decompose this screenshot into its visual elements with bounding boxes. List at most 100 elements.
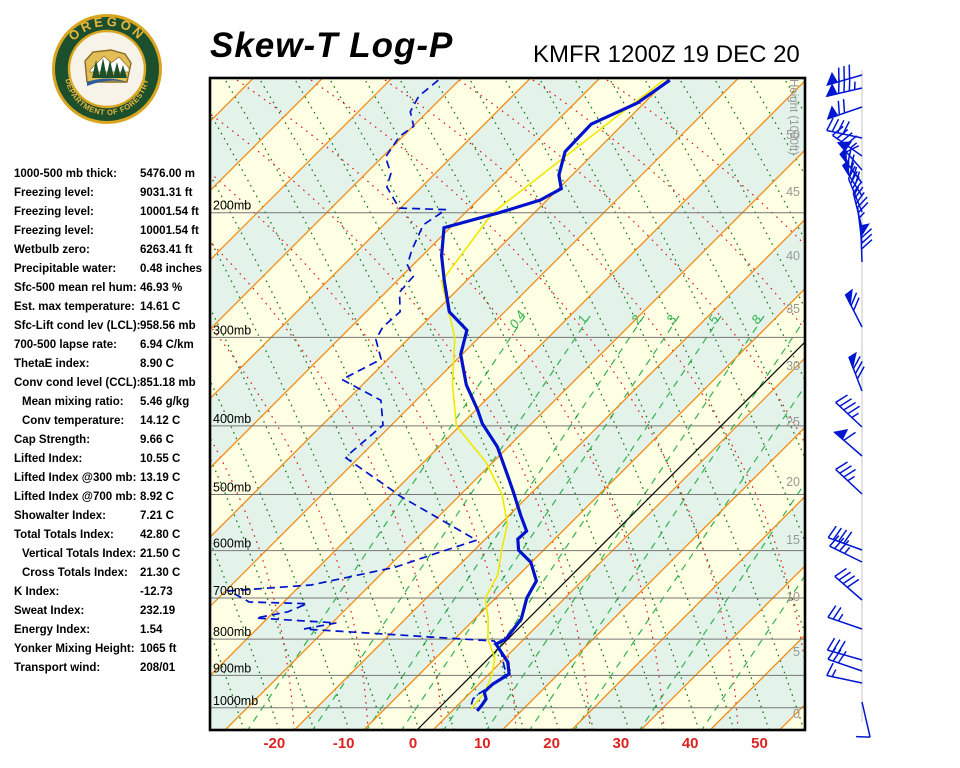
index-label: Conv temperature: <box>22 415 125 427</box>
index-row: ThetaE index: 8.90 C <box>14 358 214 377</box>
index-value: 9031.31 ft <box>140 187 193 199</box>
wind-barb <box>856 701 871 738</box>
mixing-ratio-line <box>443 315 722 730</box>
index-label: Vertical Totals Index: <box>22 548 137 560</box>
pressure-label: 700mb <box>213 584 251 598</box>
dry-adiabat-line <box>819 78 960 730</box>
wind-barb <box>826 99 863 120</box>
mixing-ratio-line <box>574 385 805 730</box>
odf-logo: OREGON DEPARTMENT OF FORESTRY <box>52 14 162 124</box>
dry-adiabat-line <box>258 78 560 730</box>
chart-border <box>208 76 807 732</box>
isotherm-line <box>210 78 532 400</box>
temp-axis-label: 50 <box>751 735 768 752</box>
index-value: -12.73 <box>140 586 173 598</box>
index-row: Freezing level: 10001.54 ft <box>14 206 214 225</box>
index-label: K Index: <box>14 586 60 598</box>
dry-adiabat-line <box>783 78 805 115</box>
index-value: 8.90 C <box>140 358 174 370</box>
logo-emblem <box>84 49 132 86</box>
temp-axis-label: 10 <box>474 735 491 752</box>
wetbulb-curve <box>440 79 664 710</box>
isotherm-line <box>363 287 805 730</box>
index-label: Wetbulb zero: <box>14 244 90 256</box>
height-scale-label: 20 <box>786 475 800 489</box>
pressure-label: 900mb <box>213 661 251 675</box>
index-label: Showalter Index: <box>14 510 107 522</box>
index-row: Vertical Totals Index: 21.50 C <box>14 548 214 567</box>
index-label: 700-500 lapse rate: <box>14 339 117 351</box>
dry-adiabat-line <box>468 78 770 730</box>
dry-adiabat-line <box>223 78 525 730</box>
mixing-ratio-line <box>401 315 680 730</box>
index-label: Sweat Index: <box>14 605 85 617</box>
river-icon <box>87 78 127 86</box>
temperature-curve <box>439 78 671 712</box>
index-value: 1065 ft <box>140 643 177 655</box>
index-label: Mean mixing ratio: <box>22 396 124 408</box>
index-label: Sfc-Lift cond lev (LCL): <box>14 320 141 332</box>
index-value: 9.66 C <box>140 434 174 446</box>
index-label: Lifted Index @700 mb: <box>14 491 137 503</box>
mixing-ratio-line <box>247 315 526 730</box>
index-row: Wetbulb zero: 6263.41 ft <box>14 244 214 263</box>
wind-barb <box>841 158 863 197</box>
dry-adiabat-line <box>210 306 385 730</box>
index-label: ThetaE index: <box>14 358 90 370</box>
index-value: 42.80 C <box>140 529 181 541</box>
index-row: Est. max temperature: 14.61 C <box>14 301 214 320</box>
mixing-ratio-line <box>529 317 805 730</box>
isotherm-line <box>210 78 324 192</box>
dry-adiabat-line <box>433 78 735 730</box>
index-value: 10001.54 ft <box>140 225 199 237</box>
wind-barb <box>826 662 863 684</box>
reference-line <box>416 341 805 730</box>
wind-barb <box>834 567 863 601</box>
mixing-ratio-line <box>366 315 645 730</box>
wind-barb <box>835 394 863 428</box>
isotherm-line <box>293 218 805 730</box>
index-label: Precipitable water: <box>14 263 117 275</box>
dry-adiabat-line <box>293 78 595 730</box>
wind-barb <box>835 461 863 495</box>
height-scale-label: 45 <box>786 185 800 199</box>
index-row: Showalter Index: 7.21 C <box>14 510 214 529</box>
pressure-label: 400mb <box>213 412 251 426</box>
index-row: Freezing level: 10001.54 ft <box>14 225 214 244</box>
index-row: Lifted Index: 10.55 C <box>14 453 214 472</box>
wind-barb <box>847 165 863 213</box>
index-label: Freezing level: <box>14 206 94 218</box>
height-scale-label: 10 <box>786 590 800 604</box>
dry-adiabat-line <box>398 78 700 730</box>
index-label: Conv cond level (CCL): <box>14 377 141 389</box>
index-row: Cross Totals Index: 21.30 C <box>14 567 214 586</box>
index-label: Total Totals Index: <box>14 529 114 541</box>
dry-adiabat-line <box>573 78 805 544</box>
index-row: Total Totals Index: 42.80 C <box>14 529 214 548</box>
index-row: Cap Strength: 9.66 C <box>14 434 214 453</box>
index-row: Yonker Mixing Height: 1065 ft <box>14 643 214 662</box>
dry-adiabat-line <box>210 238 420 730</box>
index-row: Mean mixing ratio: 5.46 g/kg <box>14 396 214 415</box>
index-row: 1000-500 mb thick: 5476.00 m <box>14 168 214 187</box>
isotherm-line <box>210 78 462 331</box>
index-row: Lifted Index @300 mb: 13.19 C <box>14 472 214 491</box>
dry-adiabat-line <box>608 78 805 460</box>
height-scale-label: 40 <box>786 249 800 263</box>
isotherm-line <box>571 495 805 730</box>
index-label: Lifted Index @300 mb: <box>14 472 137 484</box>
dry-adiabat-line <box>210 630 245 730</box>
pressure-label: 600mb <box>213 537 251 551</box>
height-axis-title: Height (1000ft) <box>787 79 799 155</box>
height-scale-label: 5 <box>793 645 800 659</box>
wind-barb <box>827 525 863 551</box>
index-value: 6.94 C/km <box>140 339 194 351</box>
isotherm-line <box>224 149 805 730</box>
index-value: 6263.41 ft <box>140 244 193 256</box>
isotherm-line <box>640 564 805 730</box>
wind-barb <box>827 605 863 630</box>
isotherm-line <box>849 78 960 730</box>
dry-adiabat-line <box>210 173 455 730</box>
